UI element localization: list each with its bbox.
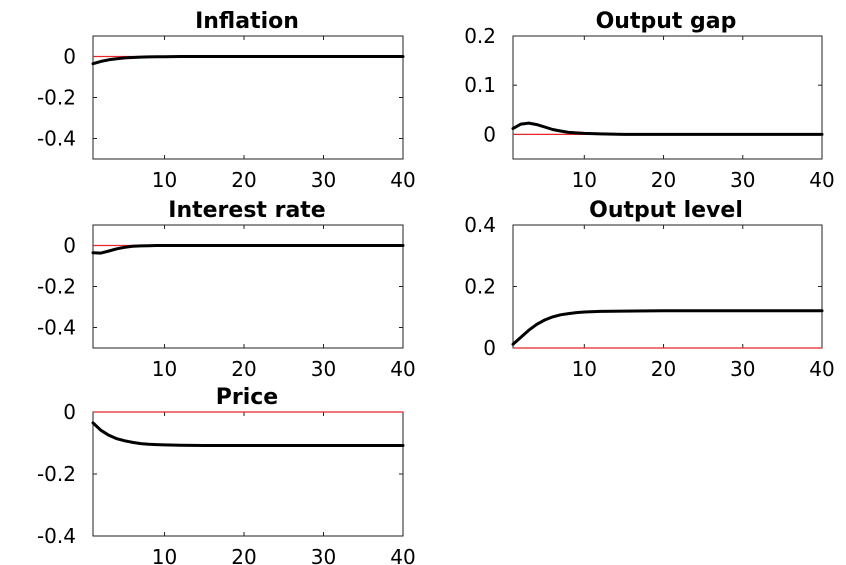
x-tick-label: 10: [152, 545, 177, 565]
output-gap-panel: Output gap 0.2 0.1 0 10 20 30 40: [464, 9, 835, 192]
y-tick-label: -0.2: [37, 86, 76, 110]
x-tick-label: 20: [231, 545, 256, 565]
response-line: [91, 244, 405, 255]
x-tick-label: 10: [152, 168, 177, 192]
y-tick-label: 0.1: [464, 73, 496, 97]
x-tick-label: 20: [231, 168, 256, 192]
y-tick-label: 0: [63, 234, 76, 258]
y-tick-label: 0: [63, 400, 76, 424]
response-line: [511, 121, 824, 136]
plot-frame: [92, 411, 404, 537]
x-tick-label: 20: [651, 357, 676, 381]
x-tick-label: 40: [809, 357, 834, 381]
interest-rate-panel: Interest rate 0 -0.2 -0.4 10 20 30 40: [37, 198, 416, 381]
y-tick-label: 0: [63, 45, 76, 69]
panel-title: Interest rate: [168, 198, 325, 223]
x-tick-label: 40: [390, 545, 415, 565]
panel-title: Output level: [589, 198, 743, 223]
y-tick-label: -0.2: [37, 462, 76, 486]
x-tick-label: 10: [572, 357, 597, 381]
x-tick-label: 40: [390, 168, 415, 192]
plot-frame: [92, 35, 404, 160]
y-tick-label: 0.4: [464, 213, 496, 237]
x-tick-label: 40: [809, 168, 834, 192]
x-tick-label: 30: [730, 357, 755, 381]
plot-frame: [512, 224, 823, 349]
plot-frame: [512, 35, 823, 160]
response-line: [91, 421, 405, 447]
x-tick-label: 30: [311, 545, 336, 565]
x-tick-label: 30: [311, 168, 336, 192]
y-tick-label: -0.4: [37, 524, 76, 548]
panel-title: Output gap: [596, 9, 737, 34]
y-tick-label: 0: [483, 336, 496, 360]
x-tick-label: 20: [231, 357, 256, 381]
x-tick-label: 10: [152, 357, 177, 381]
y-tick-label: -0.2: [37, 275, 76, 299]
response-line: [91, 55, 405, 66]
y-tick-label: 0: [483, 122, 496, 146]
price-panel: Price 0 -0.2 -0.4 10 20 30 40: [37, 385, 416, 565]
plot-frame: [92, 224, 404, 349]
response-line: [511, 309, 824, 346]
inflation-panel: Inflation 0 -0.2 -0.4 10 20 30 40: [37, 9, 416, 192]
x-tick-label: 20: [651, 168, 676, 192]
y-tick-label: -0.4: [37, 316, 76, 340]
panel-title: Price: [216, 385, 278, 410]
x-tick-label: 10: [572, 168, 597, 192]
x-tick-label: 30: [311, 357, 336, 381]
x-tick-label: 30: [730, 168, 755, 192]
panel-title: Inflation: [195, 9, 299, 34]
output-level-panel: Output level 0.4 0.2 0 10 20 30 40: [464, 198, 835, 381]
y-tick-label: 0.2: [464, 275, 496, 299]
x-tick-label: 40: [390, 357, 415, 381]
y-tick-label: -0.4: [37, 127, 76, 151]
y-tick-label: 0.2: [464, 24, 496, 48]
